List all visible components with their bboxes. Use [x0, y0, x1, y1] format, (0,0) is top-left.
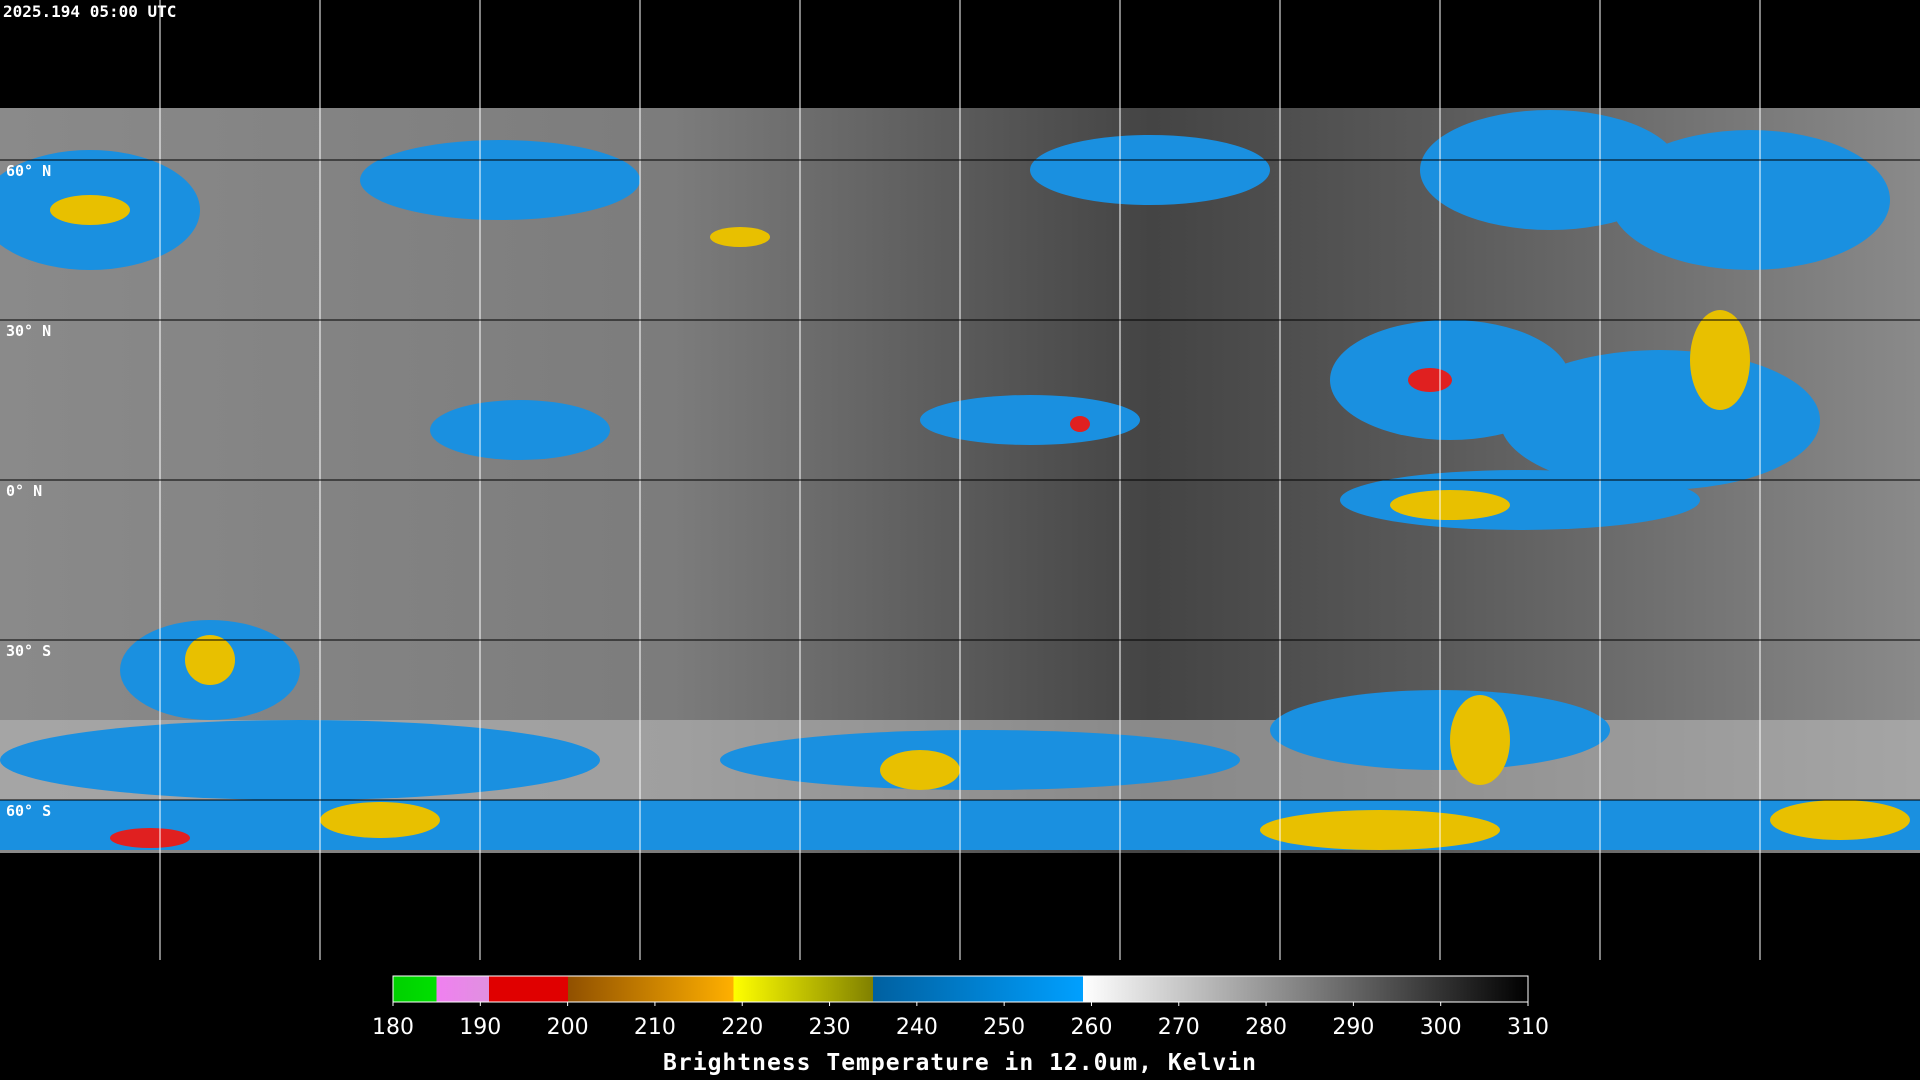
- colorbar: [392, 975, 1529, 1003]
- timestamp: 2025.194 05:00 UTC: [3, 2, 176, 21]
- graticule: [0, 0, 1920, 960]
- colorbar-tick-label: 230: [809, 1015, 851, 1040]
- colorbar-tick-label: 260: [1070, 1015, 1112, 1040]
- latitude-label: 30° N: [6, 322, 51, 340]
- colorbar-tick-label: 220: [721, 1015, 763, 1040]
- colorbar-tick-label: 250: [983, 1015, 1025, 1040]
- colorbar-tick-label: 200: [547, 1015, 589, 1040]
- colorbar-tick-label: 290: [1332, 1015, 1374, 1040]
- colorbar-tick-label: 300: [1420, 1015, 1462, 1040]
- colorbar-tick-label: 210: [634, 1015, 676, 1040]
- colorbar-tick-label: 270: [1158, 1015, 1200, 1040]
- latitude-label: 60° N: [6, 162, 51, 180]
- latitude-label: 30° S: [6, 642, 51, 660]
- colorbar-tick-label: 310: [1507, 1015, 1549, 1040]
- colorbar-label: Brightness Temperature in 12.0um, Kelvin: [663, 1050, 1257, 1076]
- colorbar-tick-label: 180: [372, 1015, 414, 1040]
- colorbar-tick-label: 280: [1245, 1015, 1287, 1040]
- latitude-label: 60° S: [6, 802, 51, 820]
- colorbar-tick-label: 240: [896, 1015, 938, 1040]
- colorbar-tick-label: 190: [459, 1015, 501, 1040]
- latitude-label: 0° N: [6, 482, 42, 500]
